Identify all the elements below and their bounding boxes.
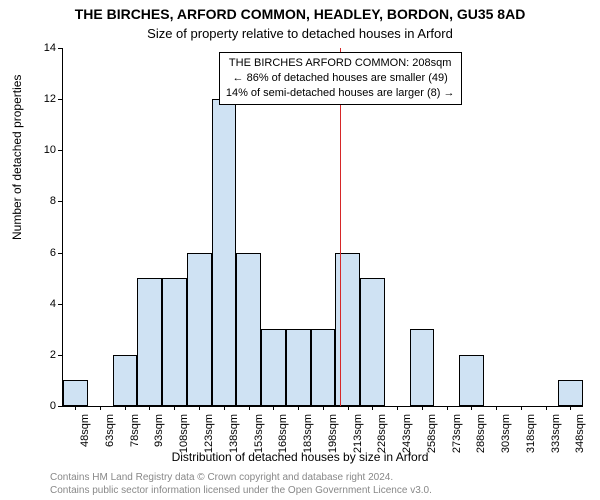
y-tick-label: 12: [44, 93, 56, 105]
attribution-line: Contains public sector information licen…: [50, 484, 432, 497]
attribution-text: Contains HM Land Registry data © Crown c…: [50, 471, 432, 497]
x-tick-mark: [224, 406, 225, 410]
x-tick-label: 123sqm: [203, 414, 215, 454]
histogram-bar: [558, 380, 583, 406]
annotation-line: THE BIRCHES ARFORD COMMON: 208sqm: [226, 56, 455, 71]
x-tick-label: 228sqm: [376, 414, 388, 454]
x-tick-mark: [100, 406, 101, 410]
y-tick-label: 0: [50, 400, 56, 412]
x-tick-label: 243sqm: [401, 414, 413, 454]
attribution-line: Contains HM Land Registry data © Crown c…: [50, 471, 432, 484]
histogram-bar: [162, 278, 187, 406]
x-tick-label: 303sqm: [500, 414, 512, 454]
x-tick-mark: [75, 406, 76, 410]
x-tick-label: 138sqm: [228, 414, 240, 454]
x-tick-mark: [348, 406, 349, 410]
histogram-bar: [187, 253, 212, 406]
x-tick-label: 183sqm: [302, 414, 314, 454]
x-tick-mark: [199, 406, 200, 410]
x-tick-label: 108sqm: [178, 414, 190, 454]
x-tick-label: 348sqm: [574, 414, 586, 454]
y-tick-label: 8: [50, 195, 56, 207]
histogram-bar: [137, 278, 162, 406]
y-tick-label: 2: [50, 349, 56, 361]
x-tick-mark: [422, 406, 423, 410]
y-tick-label: 10: [44, 144, 56, 156]
histogram-bar: [311, 329, 336, 406]
x-tick-label: 333sqm: [550, 414, 562, 454]
x-tick-mark: [125, 406, 126, 410]
histogram-bar: [212, 99, 237, 406]
chart-container: THE BIRCHES, ARFORD COMMON, HEADLEY, BOR…: [0, 0, 600, 500]
x-tick-mark: [447, 406, 448, 410]
histogram-bar: [459, 355, 484, 406]
histogram-bar: [360, 278, 385, 406]
x-tick-mark: [521, 406, 522, 410]
plot-area: THE BIRCHES ARFORD COMMON: 208sqm← 86% o…: [62, 48, 583, 407]
chart-title-main: THE BIRCHES, ARFORD COMMON, HEADLEY, BOR…: [0, 6, 600, 22]
x-tick-mark: [174, 406, 175, 410]
x-tick-mark: [149, 406, 150, 410]
y-tick-mark: [58, 150, 62, 151]
x-tick-mark: [496, 406, 497, 410]
x-tick-label: 78sqm: [129, 414, 141, 454]
histogram-bar: [236, 253, 261, 406]
y-axis-label: Number of detached properties: [10, 75, 24, 240]
x-tick-mark: [323, 406, 324, 410]
x-tick-label: 273sqm: [451, 414, 463, 454]
histogram-bar: [335, 253, 360, 406]
y-tick-mark: [58, 304, 62, 305]
x-tick-mark: [546, 406, 547, 410]
histogram-bar: [261, 329, 286, 406]
x-tick-label: 168sqm: [277, 414, 289, 454]
x-tick-mark: [372, 406, 373, 410]
x-tick-mark: [298, 406, 299, 410]
histogram-bar: [410, 329, 435, 406]
annotation-line: 14% of semi-detached houses are larger (…: [226, 86, 455, 101]
x-axis-label: Distribution of detached houses by size …: [0, 450, 600, 464]
x-tick-label: 198sqm: [327, 414, 339, 454]
x-tick-label: 288sqm: [475, 414, 487, 454]
annotation-box: THE BIRCHES ARFORD COMMON: 208sqm← 86% o…: [219, 52, 462, 105]
y-tick-mark: [58, 99, 62, 100]
y-tick-mark: [58, 253, 62, 254]
x-tick-label: 258sqm: [426, 414, 438, 454]
histogram-bar: [286, 329, 311, 406]
y-tick-mark: [58, 406, 62, 407]
x-tick-mark: [397, 406, 398, 410]
x-tick-label: 48sqm: [79, 414, 91, 454]
histogram-bar: [63, 380, 88, 406]
x-tick-mark: [471, 406, 472, 410]
y-tick-label: 14: [44, 42, 56, 54]
y-tick-label: 6: [50, 247, 56, 259]
x-tick-label: 93sqm: [153, 414, 165, 454]
x-tick-mark: [273, 406, 274, 410]
y-tick-mark: [58, 201, 62, 202]
x-tick-label: 63sqm: [104, 414, 116, 454]
x-tick-label: 318sqm: [525, 414, 537, 454]
y-tick-label: 4: [50, 298, 56, 310]
x-tick-label: 153sqm: [253, 414, 265, 454]
histogram-bar: [113, 355, 138, 406]
x-tick-mark: [249, 406, 250, 410]
y-tick-mark: [58, 48, 62, 49]
x-tick-label: 213sqm: [352, 414, 364, 454]
x-tick-mark: [570, 406, 571, 410]
chart-title-sub: Size of property relative to detached ho…: [0, 26, 600, 41]
y-tick-mark: [58, 355, 62, 356]
annotation-line: ← 86% of detached houses are smaller (49…: [226, 71, 455, 86]
